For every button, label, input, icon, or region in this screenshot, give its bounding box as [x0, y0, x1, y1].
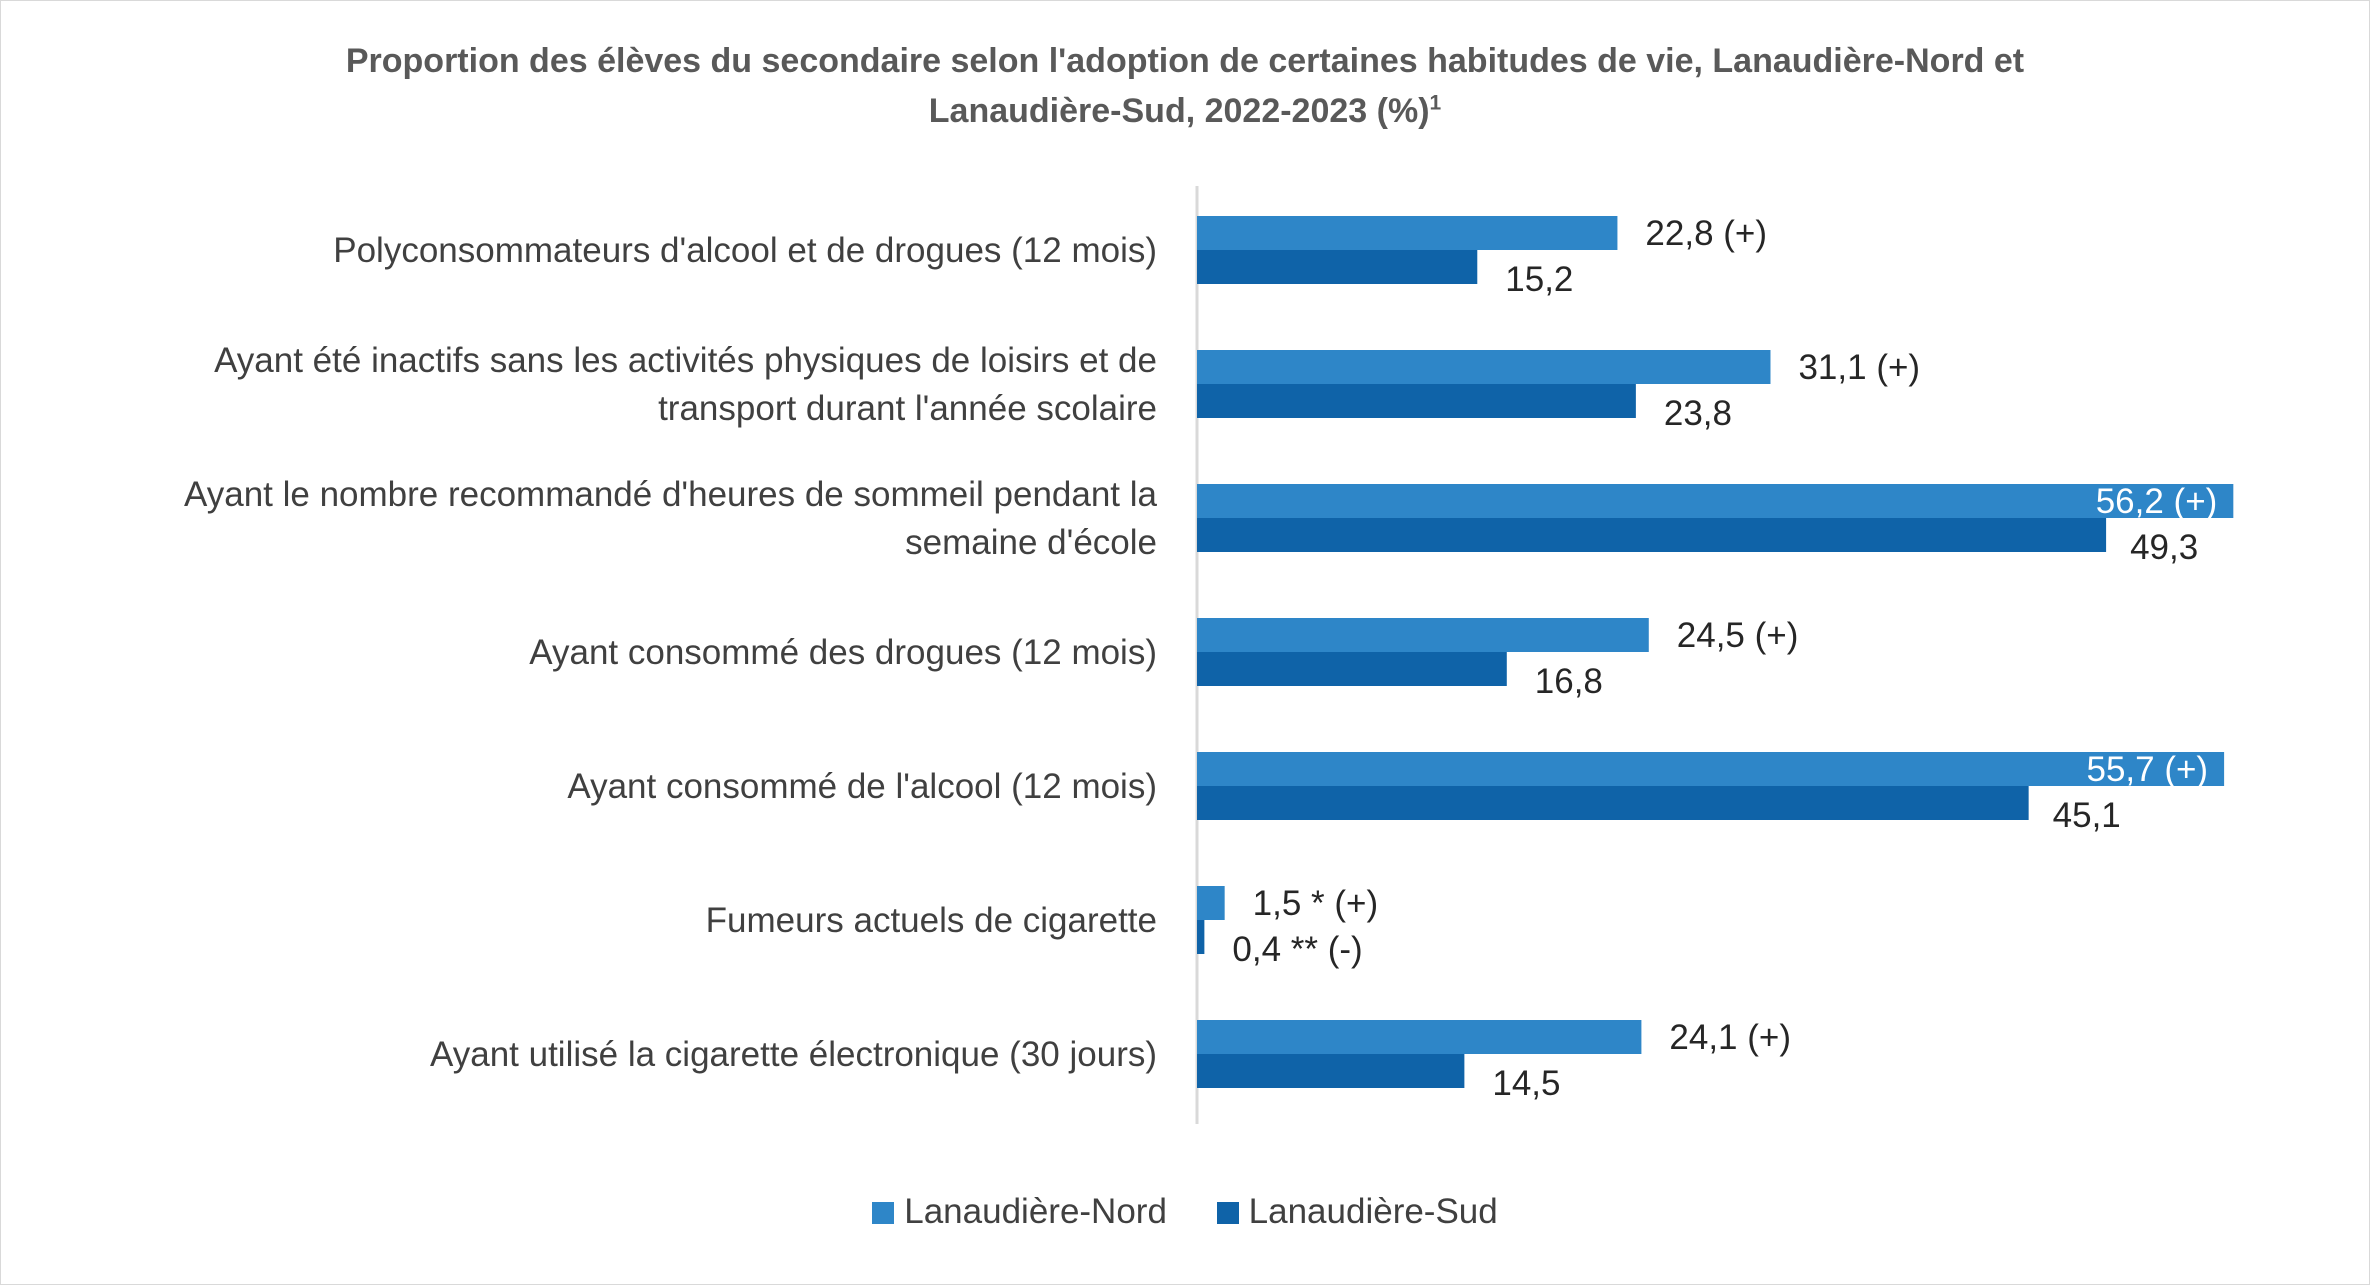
category-label: Ayant été inactifs sans les activités ph…: [214, 341, 1157, 380]
category-label: Ayant utilisé la cigarette électronique …: [430, 1035, 1157, 1074]
bar-nord: [1197, 618, 1649, 652]
data-label-sud: 14,5: [1492, 1064, 1560, 1103]
legend-label-sud: Lanaudière-Sud: [1248, 1192, 1498, 1231]
bar-nord: [1197, 752, 2225, 786]
data-label-nord: 55,7 (+): [2086, 750, 2208, 789]
category-label: Ayant consommé des drogues (12 mois): [529, 633, 1157, 672]
bar-sud: [1197, 786, 2029, 820]
data-label-nord: 31,1 (+): [1798, 348, 1920, 387]
bar-nord: [1197, 216, 1618, 250]
bar-sud: [1197, 518, 2107, 552]
data-label-nord: 56,2 (+): [2096, 482, 2218, 521]
data-label-nord: 22,8 (+): [1645, 214, 1767, 253]
bar-sud: [1197, 652, 1507, 686]
category-label: Ayant consommé de l'alcool (12 mois): [567, 767, 1157, 806]
chart-title-line-2: Lanaudière-Sud, 2022-2023 (%)1: [0, 86, 2370, 136]
data-label-sud: 23,8: [1664, 394, 1732, 433]
data-label-sud: 49,3: [2130, 528, 2198, 567]
category-label: semaine d'école: [905, 523, 1157, 562]
category-label: Polyconsommateurs d'alcool et de drogues…: [333, 231, 1157, 270]
bar-sud: [1197, 384, 1636, 418]
legend-swatch-nord: [872, 1202, 895, 1224]
chart-title-line-1: Proportion des élèves du secondaire selo…: [345, 42, 2025, 80]
chart-title-text: Lanaudière-Sud, 2022-2023 (%): [928, 92, 1430, 130]
bar-nord: [1197, 484, 2234, 518]
bar-nord: [1197, 1020, 1642, 1054]
data-label-nord: 1,5 * (+): [1253, 884, 1378, 923]
bar-sud: [1197, 250, 1478, 284]
category-label: Fumeurs actuels de cigarette: [706, 901, 1157, 940]
category-label: transport durant l'année scolaire: [658, 389, 1157, 428]
chart-legend: Lanaudière-Nord Lanaudière-Sud: [0, 1192, 2370, 1232]
bar-nord: [1197, 886, 1225, 920]
data-label-sud: 0,4 ** (-): [1232, 930, 1362, 969]
legend-label-nord: Lanaudière-Nord: [904, 1192, 1167, 1231]
legend-item-sud: Lanaudière-Sud: [1216, 1192, 1498, 1232]
legend-item-nord: Lanaudière-Nord: [872, 1192, 1167, 1232]
bar-sud: [1197, 1054, 1465, 1088]
data-label-sud: 15,2: [1505, 260, 1573, 299]
data-label-nord: 24,5 (+): [1677, 616, 1799, 655]
data-label-sud: 45,1: [2053, 796, 2121, 835]
data-label-sud: 16,8: [1535, 662, 1603, 701]
category-label: Ayant le nombre recommandé d'heures de s…: [184, 475, 1158, 514]
legend-swatch-sud: [1216, 1202, 1239, 1224]
chart-title-footnote: 1: [1429, 91, 1442, 115]
bar-nord: [1197, 350, 1771, 384]
chart-title: Proportion des élèves du secondaire selo…: [0, 36, 2370, 136]
bar-sud: [1197, 920, 1205, 954]
data-label-nord: 24,1 (+): [1669, 1018, 1791, 1057]
